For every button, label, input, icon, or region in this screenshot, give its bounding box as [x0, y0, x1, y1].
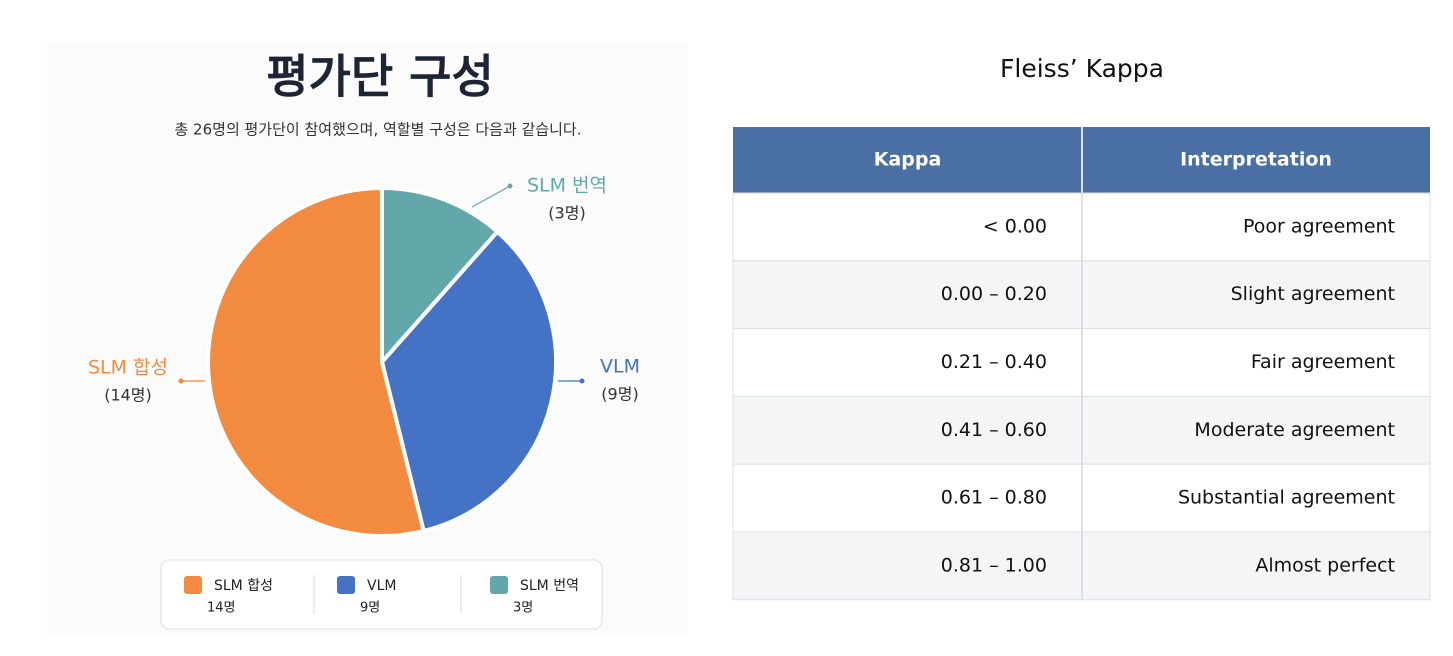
table-cell: Slight agreement — [1231, 283, 1395, 305]
slice-label: SLM 합성 — [88, 357, 168, 379]
table-cell: Almost perfect — [1255, 554, 1395, 576]
slice-value-label: (3명) — [548, 204, 585, 223]
slice-value-label: (14명) — [104, 386, 152, 405]
slice-label: VLM — [600, 356, 640, 378]
legend-value: 3명 — [513, 601, 533, 616]
header-cell: Kappa — [874, 149, 942, 171]
legend-label: VLM — [367, 578, 396, 594]
table-title: Fleiss’ Kappa — [1000, 54, 1164, 83]
table-cell: 0.00 – 0.20 — [941, 283, 1047, 305]
legend-box — [160, 559, 603, 630]
legend-label: SLM 합성 — [214, 578, 273, 594]
table-cell: 0.21 – 0.40 — [941, 351, 1047, 373]
pie-slice — [206, 185, 427, 538]
legend-value: 9명 — [360, 601, 380, 616]
legend-swatch — [337, 576, 355, 594]
table-cell: Fair agreement — [1251, 351, 1395, 373]
leader-dot — [507, 183, 513, 189]
table-cell: Poor agreement — [1243, 215, 1395, 237]
legend-swatch — [490, 576, 508, 594]
table-cell: Substantial agreement — [1178, 487, 1395, 509]
table-cell: < 0.00 — [983, 215, 1047, 237]
chart-title: 평가단 구성 — [266, 50, 494, 104]
pie-slice — [379, 228, 558, 534]
chart-subtitle: 총 26명의 평가단이 참여했으며, 역할별 구성은 다음과 같습니다. — [174, 121, 581, 139]
slice-label: SLM 번역 — [527, 175, 607, 197]
pie-slice — [380, 185, 501, 368]
table-cell: 0.81 – 1.00 — [941, 554, 1047, 576]
table-cell: 0.61 – 0.80 — [941, 487, 1047, 509]
leader-dot — [579, 378, 585, 384]
legend-swatch — [184, 576, 202, 594]
legend-label: SLM 번역 — [520, 578, 579, 594]
leader-dot — [178, 378, 184, 384]
table-cell: 0.41 – 0.60 — [941, 419, 1047, 441]
leader-line — [471, 185, 511, 208]
slice-value-label: (9명) — [601, 385, 638, 404]
legend-value: 14명 — [207, 601, 236, 616]
table-cell: Moderate agreement — [1194, 419, 1395, 441]
header-cell: Interpretation — [1180, 149, 1332, 171]
